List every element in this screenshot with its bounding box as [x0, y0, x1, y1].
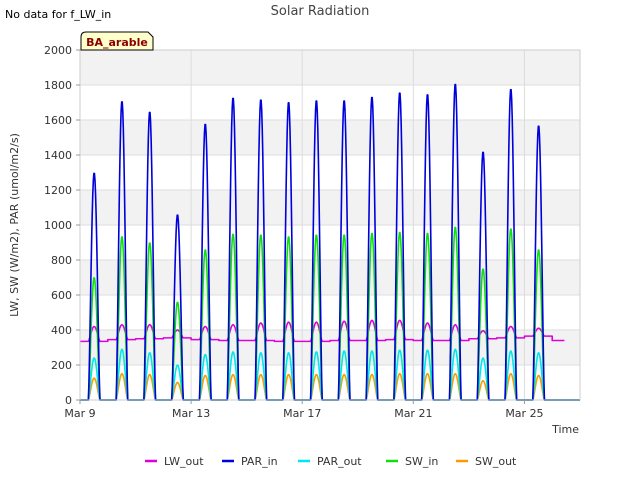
y-tick-label: 1800 [44, 79, 72, 92]
no-data-note: No data for f_LW_in [5, 8, 111, 21]
plot-band [80, 330, 580, 365]
chart-title: Solar Radiation [271, 4, 370, 19]
y-tick-label: 1400 [44, 149, 72, 162]
y-tick-label: 2000 [44, 44, 72, 57]
x-tick-label: Mar 25 [505, 407, 543, 420]
legend-label: SW_out [475, 455, 517, 468]
y-axis-ticks: 0 200 400 600 800 1000 1200 1400 1600 1800 2000 [44, 44, 80, 407]
y-tick-label: 200 [51, 359, 72, 372]
legend-label: LW_out [164, 455, 204, 468]
x-tick-label: Mar 17 [283, 407, 321, 420]
plot-band [80, 120, 580, 155]
plot-band [80, 50, 580, 85]
series-lw-out-line [79, 319, 565, 343]
y-tick-label: 1200 [44, 184, 72, 197]
legend-label: PAR_in [241, 455, 278, 468]
legend-label: SW_in [405, 455, 438, 468]
y-tick-label: 1000 [44, 219, 72, 232]
plot-band [80, 190, 580, 225]
site-badge-box [80, 31, 154, 51]
site-badge-label: BA_arable [86, 36, 148, 49]
y-tick-label: 800 [51, 254, 72, 267]
x-tick-label: Mar 9 [64, 407, 95, 420]
plot-band [80, 260, 580, 295]
y-tick-label: 600 [51, 289, 72, 302]
legend: LW_out PAR_in PAR_out SW_in SW_out [145, 455, 517, 468]
x-tick-label: Mar 13 [172, 407, 210, 420]
y-tick-label: 400 [51, 324, 72, 337]
x-tick-label: Mar 21 [394, 407, 432, 420]
legend-label: PAR_out [317, 455, 362, 468]
x-axis-ticks: Mar 9 Mar 13 Mar 17 Mar 21 Mar 25 [64, 400, 544, 420]
y-tick-label: 1600 [44, 114, 72, 127]
x-axis-label: Time [551, 423, 579, 436]
site-badge: BA_arable [80, 31, 154, 51]
y-tick-label: 0 [65, 394, 72, 407]
y-axis-label: LW, SW (W/m2), PAR (umol/m2/s) [8, 133, 21, 317]
